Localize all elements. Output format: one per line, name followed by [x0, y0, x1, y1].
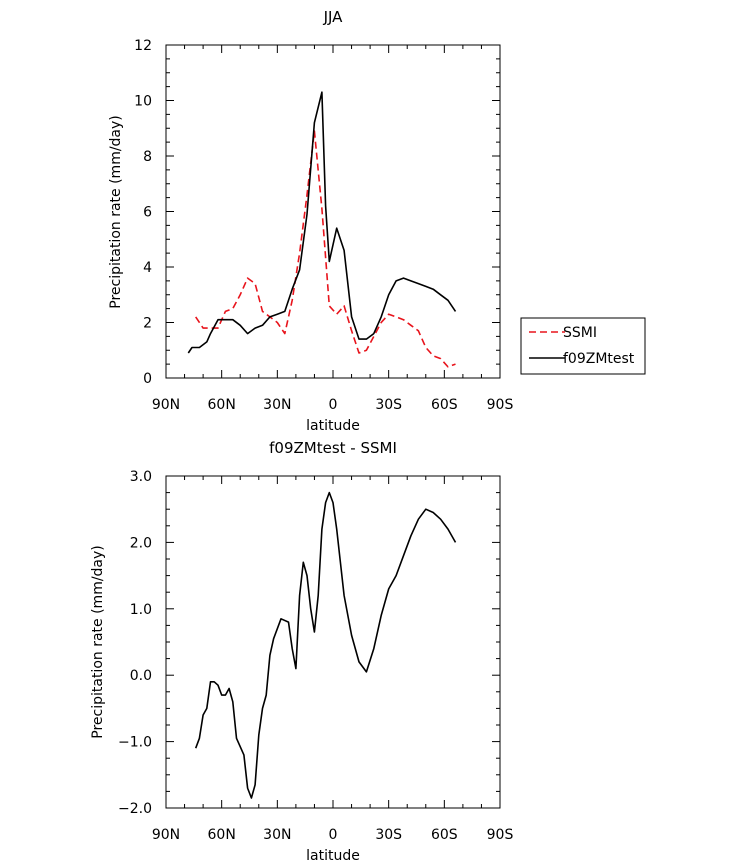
bottom-plot-frame	[165, 475, 501, 809]
bottom-y-axis-label: Precipitation rate (mm/day)	[90, 545, 106, 739]
x-tick-label: 60S	[431, 827, 458, 843]
top-series-lines	[187, 91, 457, 368]
x-tick-label: 60N	[208, 397, 236, 413]
legend-label-f09zmtest: f09ZMtest	[563, 351, 635, 367]
x-tick-label: 60N	[208, 827, 236, 843]
legend-box	[520, 317, 646, 375]
y-tick-label: 1.0	[130, 602, 152, 618]
series-line-difference	[194, 491, 457, 799]
bottom-series-lines	[194, 491, 457, 799]
x-tick-label: 30S	[375, 397, 402, 413]
top-y-tick-labels: 0 2 4 6 8 10 12	[134, 38, 152, 387]
top-chart-title: JJA	[323, 8, 344, 26]
y-tick-label: 3.0	[130, 469, 152, 485]
bottom-x-axis-label: latitude	[306, 848, 360, 864]
bottom-panel: f09ZMtest - SSMI 90N 60N 30N 0 30S 60S 90S −2.…	[90, 439, 513, 864]
y-tick-label: 4	[143, 260, 152, 276]
y-tick-label: 0	[143, 371, 152, 387]
series-line-ssmi	[195, 130, 456, 368]
top-x-tick-labels: 90N 60N 30N 0 30S 60S 90S	[152, 397, 514, 413]
x-tick-label: 0	[329, 827, 338, 843]
y-tick-label: 12	[134, 38, 152, 54]
top-panel: JJA 90N 60N 30N 0 30S 60S 90S 0 2 4 6 8 10 12 latitu…	[108, 8, 646, 434]
y-tick-label: 2.0	[130, 535, 152, 551]
x-tick-label: 90N	[152, 397, 180, 413]
top-axis-ticks	[165, 44, 501, 379]
x-tick-label: 30N	[263, 827, 291, 843]
x-tick-label: 30S	[375, 827, 402, 843]
bottom-axis-ticks	[165, 475, 501, 809]
legend: SSMI f09ZMtest	[520, 317, 646, 375]
x-tick-label: 0	[329, 397, 338, 413]
y-tick-label: 6	[143, 205, 152, 221]
y-tick-label: −2.0	[118, 801, 152, 817]
top-y-axis-label: Precipitation rate (mm/day)	[108, 115, 124, 309]
y-tick-label: 0.0	[130, 668, 152, 684]
x-tick-label: 60S	[431, 397, 458, 413]
bottom-chart-title: f09ZMtest - SSMI	[269, 439, 397, 457]
bottom-y-tick-labels: −2.0 −1.0 0.0 1.0 2.0 3.0	[118, 469, 152, 817]
y-tick-label: −1.0	[118, 735, 152, 751]
y-tick-label: 8	[143, 149, 152, 165]
y-tick-label: 10	[134, 94, 152, 110]
legend-label-ssmi: SSMI	[563, 325, 597, 341]
x-tick-label: 30N	[263, 397, 291, 413]
bottom-x-tick-labels: 90N 60N 30N 0 30S 60S 90S	[152, 827, 514, 843]
top-x-axis-label: latitude	[306, 418, 360, 434]
x-tick-label: 90S	[487, 827, 514, 843]
x-tick-label: 90N	[152, 827, 180, 843]
y-tick-label: 2	[143, 316, 152, 332]
series-line-f09zmtest	[187, 91, 457, 354]
x-tick-label: 90S	[487, 397, 514, 413]
